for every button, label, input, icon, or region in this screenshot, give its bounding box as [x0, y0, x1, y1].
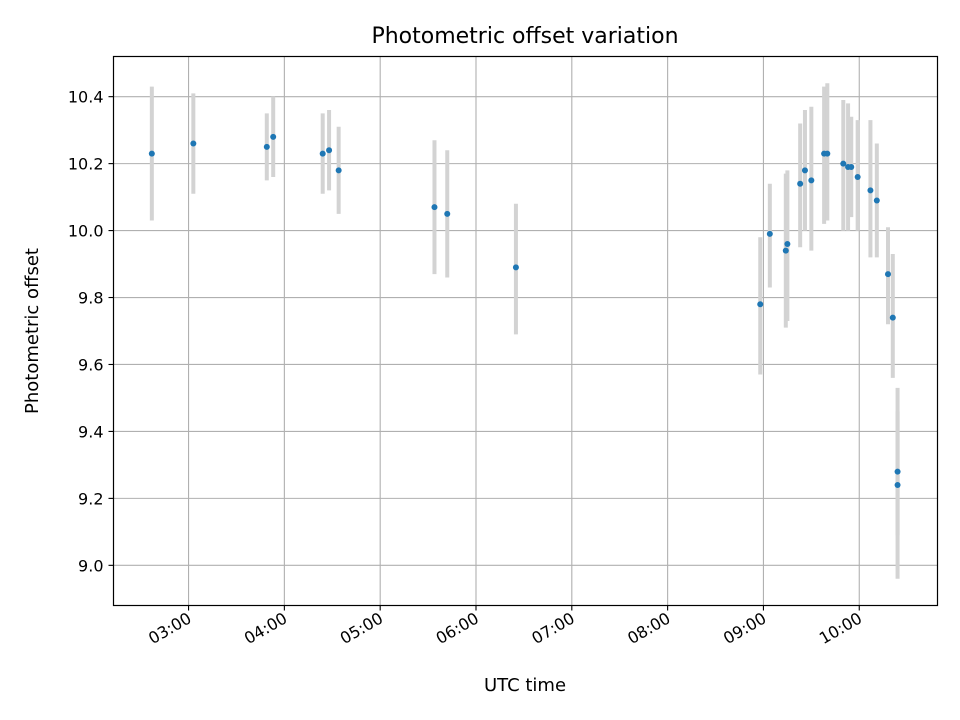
data-point — [431, 204, 438, 211]
error-bars — [149, 83, 900, 579]
data-point — [319, 150, 326, 157]
x-axis: 03:00 04:00 05:00 06:00 07:00 08:00 09:00 10:00 — [145, 605, 865, 649]
data-point — [784, 240, 791, 247]
y-tick-label: 9.6 — [78, 355, 103, 374]
data-point — [889, 314, 896, 321]
y-axis-label: Photometric offset — [22, 248, 43, 414]
grid — [113, 56, 938, 606]
data-point — [263, 143, 270, 150]
data-point — [335, 167, 342, 174]
y-tick-label: 9.2 — [78, 489, 103, 508]
data-point — [884, 271, 891, 278]
y-tick-label: 10.4 — [68, 88, 104, 107]
data-point — [444, 210, 451, 217]
y-tick-label: 10.2 — [68, 155, 104, 174]
data-point — [808, 177, 815, 184]
data-point — [824, 150, 831, 157]
x-tick-label: 03:00 — [145, 609, 194, 649]
data-point — [840, 160, 847, 167]
data-point — [873, 197, 880, 204]
y-tick-label: 9.4 — [78, 422, 103, 441]
data-point — [797, 180, 804, 187]
chart-title: Photometric offset variation — [371, 24, 678, 49]
x-tick-label: 07:00 — [528, 609, 577, 649]
data-point — [854, 174, 861, 181]
x-tick-label: 10:00 — [816, 609, 865, 649]
data-point — [270, 133, 277, 140]
data-point — [801, 167, 808, 174]
x-axis-label: UTC time — [484, 675, 566, 696]
x-tick-label: 06:00 — [433, 609, 482, 649]
data-points — [148, 133, 901, 488]
x-tick-label: 08:00 — [624, 609, 673, 649]
data-point — [766, 230, 773, 237]
y-tick-label: 9.0 — [78, 556, 103, 575]
y-tick-label: 9.8 — [78, 289, 103, 308]
data-point — [894, 468, 901, 475]
x-tick-label: 04:00 — [241, 609, 290, 649]
data-point — [512, 264, 519, 271]
data-point — [190, 140, 197, 147]
data-point — [848, 163, 855, 170]
data-point — [326, 147, 333, 154]
data-point — [782, 247, 789, 254]
plot-frame — [112, 55, 939, 607]
x-tick-label: 05:00 — [337, 609, 386, 649]
data-point — [757, 301, 764, 308]
data-point — [148, 150, 155, 157]
y-tick-label: 10.0 — [68, 222, 104, 241]
data-point — [894, 481, 901, 488]
y-axis: 9.0 9.2 9.4 9.6 9.8 10.0 10.2 10.4 — [68, 88, 114, 575]
data-point — [867, 187, 874, 194]
x-tick-label: 09:00 — [720, 609, 769, 649]
